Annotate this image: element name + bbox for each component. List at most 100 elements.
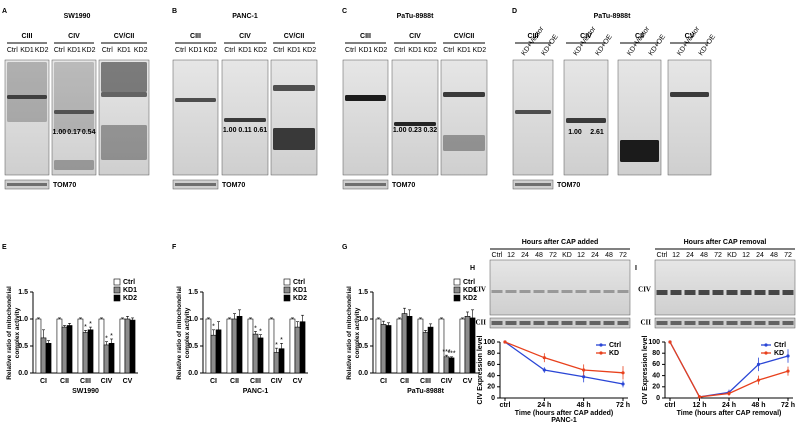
blot-band (7, 62, 47, 122)
ratio-label: 1.00 (393, 127, 407, 134)
bar (231, 318, 238, 374)
ratio-label: 1.00 (568, 129, 582, 136)
ratio-label: 1.00 (53, 129, 67, 136)
legend-label: KD (609, 350, 619, 357)
gel-band (740, 290, 752, 295)
panel-letter: G (342, 244, 348, 251)
bar (45, 342, 52, 374)
y-tick-label: 80 (652, 350, 660, 357)
ratio-label: 1.00 (223, 127, 237, 134)
bar (205, 318, 212, 374)
bar (375, 318, 382, 374)
point (621, 371, 625, 375)
bar (35, 318, 42, 374)
lane-label: 12 (577, 252, 585, 259)
panel-letter: C (342, 8, 347, 15)
lane-label: 24 (521, 252, 529, 259)
bar (417, 318, 424, 374)
gel-band (561, 290, 573, 293)
bar (119, 318, 126, 374)
blot (51, 59, 97, 176)
legend-swatch (283, 278, 291, 286)
significance: * (89, 321, 92, 328)
gel (654, 259, 796, 316)
x-tick-label: CIII (420, 378, 431, 385)
bar (396, 318, 403, 374)
loading-label: TOM70 (53, 182, 76, 189)
bar (459, 318, 466, 374)
lane-label: KD (727, 252, 737, 259)
gel-band (547, 290, 559, 293)
gel-band (712, 290, 724, 295)
gel-band (561, 321, 573, 325)
blot (512, 59, 554, 176)
bar (289, 318, 296, 374)
legend-marker (599, 343, 603, 347)
group-label: CV/CII (454, 33, 475, 40)
bar (210, 334, 217, 374)
panel-title: PANC-1 (232, 13, 258, 20)
subtitle: PANC-1 (551, 417, 577, 424)
lane-label: KD1 (117, 47, 131, 54)
blot (563, 59, 609, 176)
y-tick-label: 0.0 (188, 370, 198, 377)
panel-letter: H (470, 265, 475, 272)
gel-band (617, 321, 629, 325)
legend-swatch (453, 278, 461, 286)
legend-label: Ctrl (774, 342, 786, 349)
bar (427, 326, 434, 374)
lane-label: KD1 (359, 47, 373, 54)
bar (278, 348, 285, 374)
gel-band (589, 290, 601, 293)
gel-band (684, 321, 696, 325)
group-label: CIV (68, 33, 80, 40)
bar (299, 321, 306, 374)
lane-label: 48 (770, 252, 778, 259)
blot-band (101, 62, 147, 92)
gel-band (712, 321, 724, 325)
ratio-label: 0.61 (254, 127, 268, 134)
loading-band (345, 183, 386, 186)
point (503, 340, 507, 344)
ratio-label: 0.11 (238, 127, 251, 134)
y-tick-label: 0 (491, 395, 495, 402)
blot-band (101, 125, 147, 160)
significance: *** (442, 349, 450, 356)
gel (654, 317, 796, 329)
x-tick-label: CIV (441, 378, 453, 385)
band-label: CIV (473, 286, 486, 294)
bar (66, 325, 73, 374)
blot-band (443, 135, 485, 151)
lane-label: KD1 (287, 47, 301, 54)
gel-band (533, 321, 545, 325)
blot (221, 59, 269, 176)
blot-band (273, 85, 315, 91)
lane-label: 48 (700, 252, 708, 259)
lane-label: Ctrl (345, 47, 356, 54)
legend-label: KD1 (123, 287, 137, 294)
y-axis-label: CIV Expression level (477, 336, 484, 405)
x-tick-label: CI (380, 378, 387, 385)
gel-band (698, 290, 710, 295)
lane-label: KD2 (35, 47, 49, 54)
bar (215, 329, 222, 374)
bar (401, 313, 408, 374)
blot-band (54, 62, 94, 132)
lane-label: KD2 (254, 47, 268, 54)
point (786, 354, 790, 358)
panel-title: PaTu-8988t (397, 13, 434, 20)
bar (252, 333, 259, 374)
y-tick-label: 0.0 (18, 370, 28, 377)
lane-label: KD2 (424, 47, 438, 54)
lane-label: KD2 (303, 47, 317, 54)
group-label: CV (685, 33, 695, 40)
point (542, 368, 546, 372)
y-tick-label: 0.5 (18, 343, 28, 350)
blot (440, 59, 488, 176)
x-tick-label: 12 h (692, 402, 706, 409)
x-axis-label: PaTu-8988t (407, 388, 444, 395)
legend-swatch (113, 286, 121, 294)
gel-band (656, 321, 668, 325)
x-tick-label: CI (210, 378, 217, 385)
blot (172, 59, 219, 176)
